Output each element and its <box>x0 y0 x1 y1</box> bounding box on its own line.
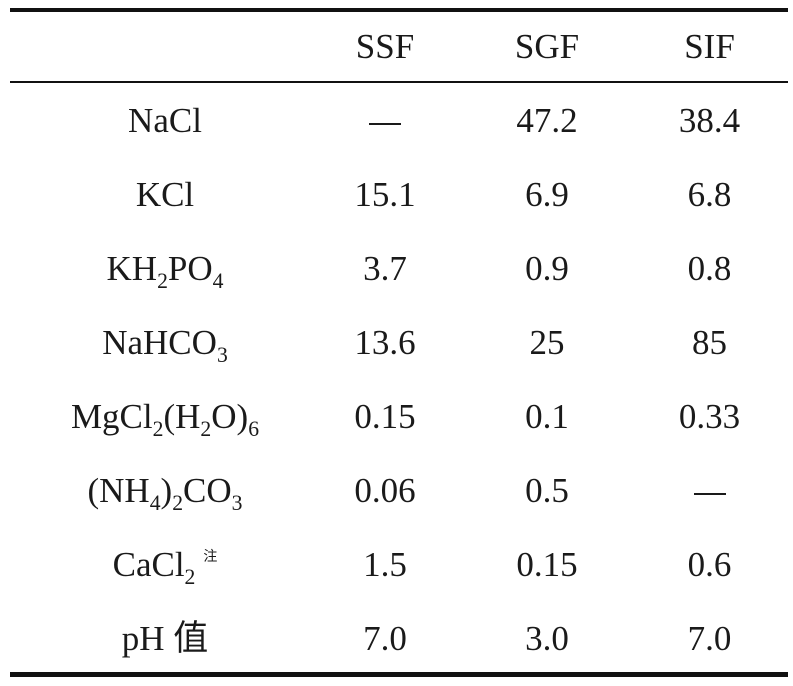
cell-nahco3-sif: 85 <box>692 323 727 362</box>
row-label-mgcl2-h2o6: MgCl2(H2O)6 <box>70 397 260 441</box>
row-label-kcl: KCl <box>135 175 195 214</box>
cell-nacl-sgf: 47.2 <box>516 101 578 140</box>
cell-nahco3-sgf: 25 <box>529 323 565 362</box>
cell-kcl-ssf: 15.1 <box>354 175 416 214</box>
cell-kcl-sgf: 6.9 <box>525 175 569 214</box>
empty-dash <box>369 122 401 125</box>
cell-mgcl2-sgf: 0.1 <box>525 397 569 436</box>
row-label-kh2po4: KH2PO4 <box>106 249 224 293</box>
cell-cacl2-sgf: 0.15 <box>516 545 578 584</box>
cell-mgcl2-ssf: 0.15 <box>354 397 416 436</box>
cell-nh4co3-sgf: 0.5 <box>525 471 569 510</box>
cell-nh4co3-ssf: 0.06 <box>354 471 416 510</box>
row-label-nahco3: NaHCO3 <box>102 323 228 367</box>
table-bottom-rule <box>10 672 788 677</box>
cell-kcl-sif: 6.8 <box>687 175 732 214</box>
cell-kh2po4-sgf: 0.9 <box>525 249 569 288</box>
cell-ph-sgf: 3.0 <box>525 619 569 658</box>
cell-ph-ssf: 7.0 <box>363 619 407 658</box>
cell-mgcl2-sif: 0.33 <box>678 397 741 436</box>
header-ssf: SSF <box>355 27 415 66</box>
footnote-marker: 注 <box>203 549 218 566</box>
row-label-nacl: NaCl <box>128 101 202 140</box>
row-label-cacl2: CaCl2注 <box>112 545 218 589</box>
cell-cacl2-ssf: 1.5 <box>363 545 407 584</box>
cell-nahco3-ssf: 13.6 <box>354 323 416 362</box>
row-label-ph: pH 值 <box>121 619 209 658</box>
cell-nacl-ssf <box>310 101 460 141</box>
header-corner-cell <box>20 27 310 67</box>
cell-kh2po4-ssf: 3.7 <box>363 249 407 288</box>
cell-ph-sif: 7.0 <box>687 619 732 658</box>
header-sif: SIF <box>684 27 735 66</box>
cell-cacl2-sif: 0.6 <box>687 545 732 584</box>
table-top-rule <box>10 8 788 12</box>
empty-dash <box>693 492 726 495</box>
cell-nh4co3-sif <box>631 471 788 511</box>
row-label-nh4-2co3: (NH4)2CO3 <box>87 471 243 515</box>
header-sgf: SGF <box>514 27 580 66</box>
cell-kh2po4-sif: 0.8 <box>687 249 732 288</box>
cell-nacl-sif: 38.4 <box>678 101 741 140</box>
table-header-rule <box>10 81 788 83</box>
